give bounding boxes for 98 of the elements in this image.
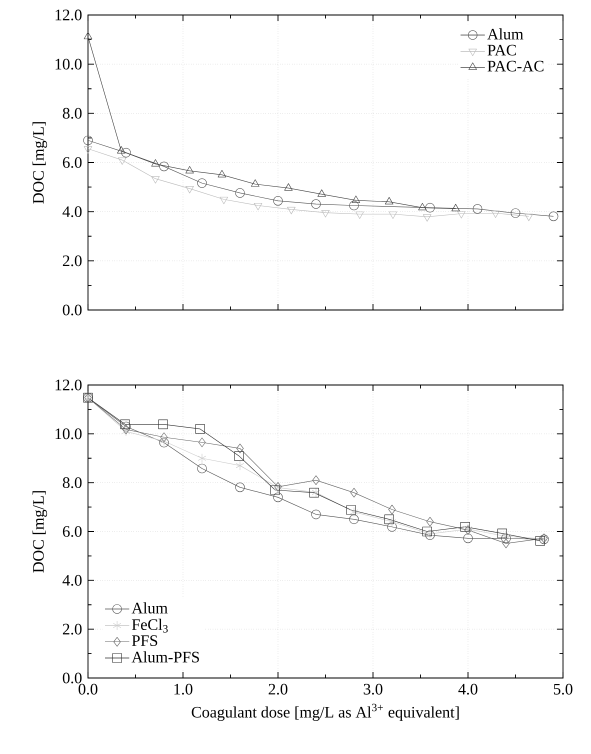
point [352, 196, 360, 203]
point [151, 176, 160, 184]
point [426, 516, 434, 527]
point [388, 212, 398, 219]
point [197, 178, 207, 188]
point [287, 206, 296, 214]
x-tick-label: 3.0 [364, 684, 382, 695]
point [159, 162, 169, 172]
y-tick-label: 0.0 [62, 672, 82, 684]
point [197, 464, 207, 474]
legend-label: FeCl$_{3}$ [132, 618, 168, 633]
point [312, 475, 320, 486]
point [472, 204, 482, 214]
y-tick-label: 4.0 [62, 206, 82, 218]
y-tick-label: 6.0 [62, 526, 82, 537]
point [273, 196, 283, 206]
y-tick-label: 6.0 [62, 157, 82, 168]
x-tick-label: 1.0 [174, 684, 192, 695]
point [311, 199, 321, 209]
point [236, 460, 244, 470]
point [235, 188, 245, 198]
x-tick-label: 5.0 [554, 684, 572, 695]
y-axis-title: DOC [mg/L] [32, 122, 48, 204]
point [388, 504, 396, 514]
y-tick-label: 8.0 [62, 108, 82, 119]
point [497, 528, 508, 538]
point [251, 179, 260, 187]
point [198, 438, 206, 448]
point [83, 136, 93, 146]
point [236, 444, 244, 454]
legend-label: PAC-AC [488, 60, 544, 72]
point [185, 166, 194, 174]
point [457, 211, 466, 218]
y-tick-label: 12.0 [56, 10, 82, 20]
point [463, 534, 473, 544]
point [510, 208, 520, 218]
x-tick-label: 0.0 [78, 684, 98, 695]
point [151, 159, 160, 167]
point [311, 510, 321, 520]
point [387, 522, 397, 532]
point [118, 157, 126, 165]
y-tick-label: 2.0 [62, 255, 82, 266]
point [254, 202, 262, 210]
y-tick-label: 0.0 [62, 304, 82, 316]
point [235, 482, 245, 492]
x-tick-label: 4.0 [458, 684, 478, 695]
y-axis-title: DOC [mg/L] [32, 491, 48, 573]
point [234, 451, 244, 461]
y-tick-label: 10.0 [56, 428, 82, 440]
legend-label: PFS [132, 635, 158, 646]
point [284, 183, 293, 191]
x-tick-label: 2.0 [268, 684, 288, 695]
point [273, 492, 283, 502]
legend-label: Alum [487, 28, 524, 40]
y-tick-label: 2.0 [62, 624, 82, 635]
legend-label: Alum-PFS [132, 651, 199, 663]
point [349, 514, 359, 524]
legend-label: PAC [488, 44, 516, 56]
point [84, 32, 92, 40]
point [158, 420, 168, 430]
point [425, 202, 435, 213]
point [218, 170, 226, 178]
point [350, 488, 358, 498]
point [388, 516, 396, 527]
point [346, 505, 356, 515]
point [350, 507, 358, 517]
point [309, 488, 319, 498]
y-tick-label: 10.0 [56, 58, 82, 70]
point [121, 148, 131, 158]
point [384, 514, 394, 524]
y-tick-label: 4.0 [62, 574, 82, 586]
point [535, 536, 546, 546]
point [422, 526, 432, 536]
point [548, 212, 558, 222]
point [321, 210, 330, 218]
x-axis-title: Coagulant dose [mg/L as Al$^{3+}$ equivalent] [192, 704, 459, 721]
y-tick-label: 12.0 [56, 380, 82, 390]
point [418, 202, 427, 210]
point [349, 200, 359, 210]
point [451, 204, 460, 212]
point [491, 210, 500, 218]
point [270, 485, 280, 495]
point [185, 186, 194, 194]
point [195, 424, 205, 434]
point [384, 197, 394, 204]
y-tick-label: 8.0 [62, 477, 82, 488]
point [312, 488, 320, 498]
point [460, 522, 470, 532]
point [220, 196, 228, 204]
legend-label: Alum [132, 602, 168, 614]
point [422, 214, 432, 222]
point [117, 146, 126, 154]
point [198, 453, 206, 464]
point [160, 432, 168, 442]
point [502, 538, 510, 548]
point [524, 214, 534, 222]
point [318, 189, 326, 197]
point [356, 212, 364, 219]
